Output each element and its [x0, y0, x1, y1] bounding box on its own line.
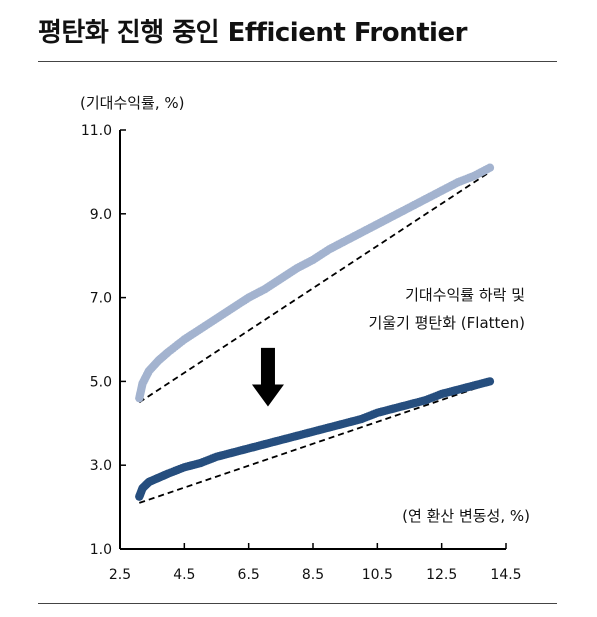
- title-divider: [38, 61, 557, 62]
- upper-frontier-point: [485, 163, 495, 172]
- y-axis-label: (기대수익률, %): [80, 94, 185, 112]
- y-tick-label: 9.0: [90, 207, 112, 223]
- lower-reference-line: [139, 382, 491, 504]
- y-tick-label: 11.0: [81, 123, 112, 139]
- reference-lines: [138, 171, 491, 504]
- axes: 1.0 3.0 5.0 7.0 9.0 11.0 2.5 4.5 6.5 8.5 10.5 12.5 1…: [81, 123, 522, 583]
- y-tick-label: 7.0: [90, 291, 112, 307]
- page-title: 평탄화 진행 중인 Efficient Frontier: [38, 18, 467, 48]
- x-axis-label: (연 환산 변동성, %): [402, 507, 530, 525]
- x-tick-label: 12.5: [426, 567, 457, 583]
- arrow-shape: [251, 347, 284, 407]
- x-tick-label: 6.5: [238, 567, 260, 583]
- y-tick-label: 5.0: [90, 374, 112, 390]
- annotation-line-2: 기울기 평탄화 (Flatten): [368, 314, 525, 332]
- x-tick-label: 10.5: [362, 567, 393, 583]
- down-arrow: [251, 347, 284, 407]
- bottom-divider: [38, 603, 557, 604]
- x-tick-label: 8.5: [302, 567, 324, 583]
- x-tick-label: 4.5: [173, 567, 195, 583]
- y-tick-label: 1.0: [90, 542, 112, 558]
- lower-frontier-point: [485, 377, 495, 386]
- x-tick-label: 2.5: [109, 567, 131, 583]
- x-tick-label: 14.5: [490, 567, 521, 583]
- data-points: [135, 163, 495, 501]
- y-tick-label: 3.0: [90, 458, 112, 474]
- annotation-line-1: 기대수익률 하락 및: [405, 286, 525, 304]
